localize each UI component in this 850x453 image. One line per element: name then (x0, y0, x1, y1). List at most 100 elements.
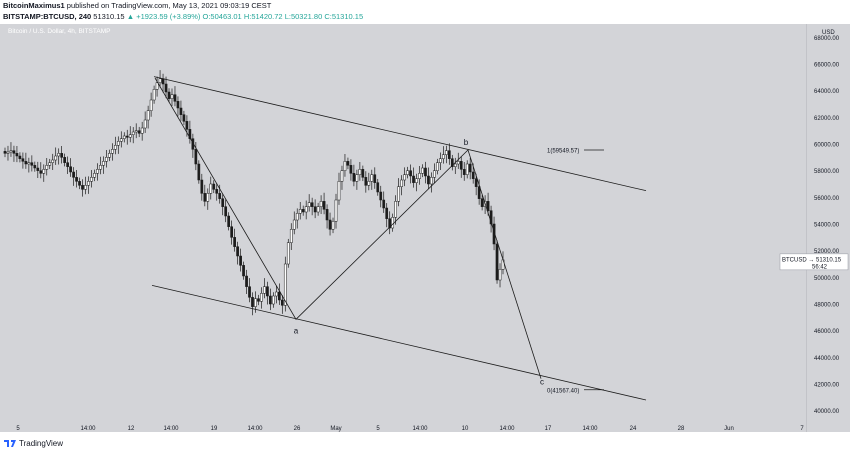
y-tick-label: 68000.00 (814, 36, 840, 42)
candle-body (84, 185, 87, 190)
candle-body (361, 169, 365, 178)
candle-body (206, 193, 210, 202)
candle-body (242, 265, 245, 277)
y-tick-label: 42000.00 (814, 383, 840, 389)
candle-body (257, 298, 260, 302)
candle-body (251, 297, 254, 307)
candle-body (352, 173, 356, 182)
candle-body (158, 78, 162, 83)
price-change: ▲ +1923.59 (+3.89%) (126, 12, 201, 21)
candle-body (415, 178, 418, 183)
candle-body (9, 150, 13, 153)
candle-body (266, 286, 269, 297)
candle-body (406, 170, 409, 175)
x-tick-label: 10 (462, 426, 469, 432)
candle-body (325, 209, 329, 221)
candle-body (24, 161, 28, 165)
candle-body (221, 198, 225, 207)
candle-body (283, 263, 287, 306)
candle-body (227, 215, 231, 227)
candle-body (54, 155, 58, 161)
footer: TradingView (0, 436, 850, 453)
candle-body (424, 167, 427, 177)
candle-body (382, 199, 386, 209)
candle-body (397, 186, 400, 202)
x-tick-label: 5 (16, 426, 20, 432)
x-tick-label: 19 (211, 426, 218, 432)
candle-body (379, 191, 383, 201)
last-price: 51310.15 (93, 12, 125, 21)
candle-body (90, 177, 93, 182)
candle-countdown: 56:42 (812, 264, 828, 270)
candle-body (427, 175, 430, 185)
y-tick-label: 58000.00 (814, 169, 840, 175)
y-axis-ticks: 40000.00 42000.00 44000.00 46000.00 48000.00… (814, 30, 840, 415)
x-tick-label: 5 (376, 426, 380, 432)
candle-body (78, 181, 81, 186)
candle-body (149, 99, 153, 111)
candle-body (230, 226, 233, 238)
candle-body (131, 131, 135, 135)
candle-body (236, 246, 239, 257)
candle-body (254, 298, 257, 307)
plot-area[interactable] (0, 24, 806, 432)
candle-body (275, 291, 278, 297)
candle-body (122, 135, 126, 139)
tradingview-logo[interactable]: TradingView (4, 439, 63, 448)
candlestick-chart[interactable]: 40000.00 42000.00 44000.00 46000.00 48000.00… (0, 0, 850, 432)
brand-name: TradingView (19, 439, 64, 448)
candle-body (161, 78, 165, 85)
candle-body (459, 161, 463, 170)
candle-body (286, 242, 290, 265)
candle-body (42, 169, 46, 174)
y-tick-label: 52000.00 (814, 249, 840, 255)
y-tick-label: 50000.00 (814, 276, 840, 282)
ohlc-high: H:51420.72 (243, 12, 283, 21)
x-tick-label: Jun (724, 426, 734, 432)
ohlc-close: C:51310.15 (324, 12, 364, 21)
candle-body (105, 157, 108, 162)
candle-body (310, 202, 314, 207)
y-tick-label: 60000.00 (814, 143, 840, 149)
channel-lower-line (151, 284, 647, 401)
candle-body (125, 135, 129, 138)
candle-body (75, 177, 78, 182)
candle-body (140, 127, 144, 134)
candle-body (391, 217, 395, 229)
candle-body (27, 162, 31, 165)
candle-body (96, 169, 99, 174)
candle-body (358, 169, 362, 175)
fib-level-label: 0(41567.40) (547, 388, 579, 394)
candle-body (355, 174, 359, 182)
candle-body (167, 91, 171, 99)
candle-body (421, 167, 424, 174)
candle-body (444, 150, 448, 155)
candle-body (87, 181, 90, 186)
candle-body (436, 162, 439, 171)
channel-upper-line (153, 76, 647, 192)
candle-body (453, 163, 457, 167)
candle-body (128, 134, 132, 138)
candle-body (239, 255, 242, 266)
candle-body (36, 167, 40, 171)
candle-body (474, 178, 478, 187)
x-tick-label: 28 (678, 426, 685, 432)
x-tick-label: 7 (800, 426, 804, 432)
chart-title: Bitcoin / U.S. Dollar, 4h, BITSTAMP (8, 28, 111, 35)
candle-body (385, 207, 389, 219)
candle-body (269, 295, 272, 305)
elliott-wave-path (154, 77, 542, 379)
candle-body (51, 159, 55, 163)
candle-body (388, 218, 392, 229)
candle-body (72, 171, 75, 178)
price-axis[interactable] (806, 24, 850, 432)
candle-body (272, 295, 275, 305)
candle-body (152, 89, 156, 101)
candle-body (433, 170, 436, 178)
candle-body (69, 166, 72, 173)
author-name[interactable]: BitcoinMaximus1 (3, 1, 65, 10)
candle-body (316, 206, 320, 213)
candle-body (179, 107, 183, 115)
candle-body (209, 183, 213, 194)
